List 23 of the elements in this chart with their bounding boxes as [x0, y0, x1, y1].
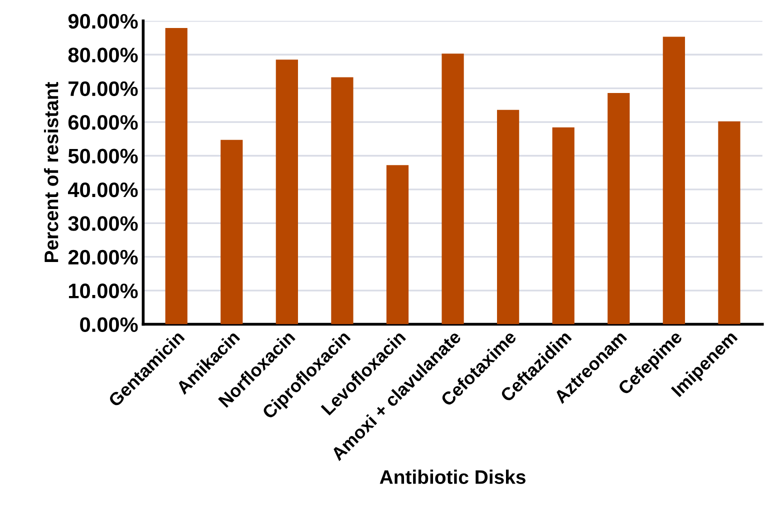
bar: [165, 28, 188, 324]
y-tick-label: 80.00%: [68, 48, 138, 62]
y-tick-label: 30.00%: [68, 216, 138, 231]
bar: [220, 140, 243, 324]
y-tick-label: 70.00%: [68, 81, 138, 96]
bar: [276, 60, 298, 324]
y-tick-label: 50.00%: [68, 148, 138, 164]
bar: [331, 77, 354, 324]
y-axis-title: Percent of resistant: [44, 82, 58, 262]
bar: [552, 127, 574, 324]
y-tick-label: 60.00%: [68, 115, 138, 130]
bar: [718, 121, 740, 324]
bar: [662, 36, 685, 324]
bar: [497, 110, 520, 324]
y-tick-label: 90.00%: [68, 14, 138, 29]
y-tick-label: 0.00%: [80, 317, 138, 332]
bar: [608, 93, 630, 324]
x-axis-title: Antibiotic Disks: [380, 470, 526, 484]
bar: [442, 54, 464, 324]
y-tick-label: 10.00%: [68, 284, 138, 298]
bar: [386, 165, 409, 324]
y-tick-label: 40.00%: [68, 182, 138, 198]
y-tick-label: 20.00%: [68, 250, 138, 265]
